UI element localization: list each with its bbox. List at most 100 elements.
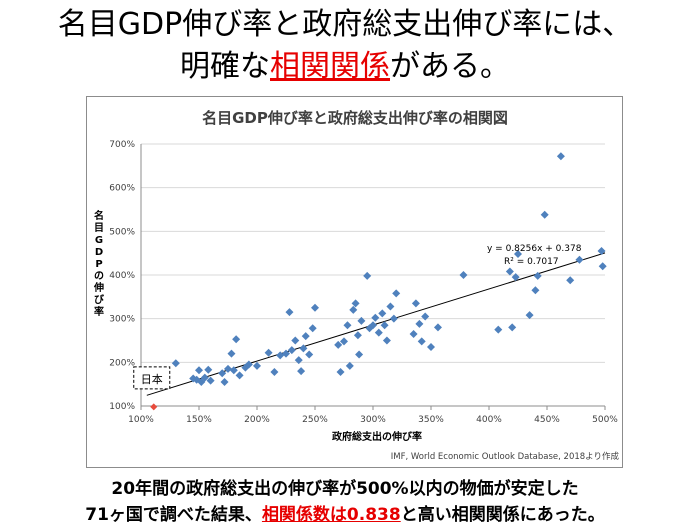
data-point	[311, 303, 319, 312]
data-point	[459, 271, 468, 279]
data-point	[253, 361, 261, 370]
data-point	[334, 340, 343, 349]
x-tick-label: 100%	[128, 415, 154, 425]
chart-frame: 名目GDP伸び率と政府総支出伸び率の相関図 100% 200% 300% 400% 500…	[86, 96, 623, 468]
data-point	[294, 356, 303, 365]
y-tick-label: 100%	[109, 402, 135, 412]
data-point	[540, 210, 549, 219]
data-point	[291, 336, 300, 345]
data-point	[369, 321, 377, 330]
data-point	[343, 321, 352, 330]
y-tick-label: 300%	[109, 315, 135, 325]
footer-prefix: 71ヶ国で調べた結果、	[85, 505, 262, 525]
data-point	[204, 365, 213, 374]
y-axis-label-char: D	[95, 247, 103, 258]
y-tick-label: 700%	[109, 140, 135, 150]
data-point	[514, 250, 522, 259]
x-tick-label: 500%	[592, 415, 618, 425]
data-point	[566, 276, 575, 285]
japan-callout-box	[133, 366, 171, 390]
data-point	[171, 359, 180, 368]
x-tick-label: 450%	[534, 415, 560, 425]
x-tick-label: 350%	[418, 415, 444, 425]
data-point	[244, 360, 253, 369]
data-point	[355, 350, 364, 359]
y-tick-label: 200%	[109, 358, 135, 368]
data-point	[392, 289, 401, 298]
footer-suffix: と高い相関関係にあった。	[400, 505, 605, 525]
data-point	[411, 299, 420, 308]
data-point	[218, 369, 227, 378]
data-point	[232, 335, 241, 344]
data-point	[389, 314, 398, 323]
japan-label: 日本	[141, 372, 163, 386]
y-axis-label-char: P	[95, 259, 102, 270]
x-tick-label: 150%	[186, 415, 212, 425]
source-note: IMF, World Economic Outlook Database, 20…	[391, 451, 620, 462]
data-point	[433, 323, 442, 332]
data-point	[525, 311, 534, 320]
data-point	[282, 349, 290, 358]
footer-line-2: 71ヶ国で調べた結果、相関係数は0.838と高い相関関係にあった。	[0, 503, 690, 527]
scatter-chart: 名目GDP伸び率と政府総支出伸び率の相関図 100% 200% 300% 400% 500…	[93, 109, 620, 462]
data-point	[195, 366, 203, 375]
x-tick-label: 200%	[244, 415, 270, 425]
data-point	[227, 349, 236, 358]
data-point	[287, 346, 296, 355]
data-point	[598, 262, 607, 271]
data-point	[235, 371, 244, 380]
data-point	[427, 343, 435, 352]
y-axis-label-char: G	[95, 235, 103, 246]
headline-prefix: 明確な	[180, 49, 270, 84]
data-point	[285, 308, 294, 317]
y-tick-label: 400%	[109, 271, 135, 281]
y-axis-label-char: 名	[94, 209, 104, 222]
data-point	[301, 332, 310, 341]
data-point	[382, 336, 391, 345]
data-point	[264, 348, 273, 357]
y-axis-label-char: の	[94, 271, 104, 282]
x-tick-label: 400%	[476, 415, 502, 425]
y-axis-label-char: び	[94, 293, 104, 306]
data-point	[200, 373, 209, 382]
y-axis-label-char: 率	[94, 305, 104, 318]
data-point	[363, 271, 372, 280]
data-point	[380, 321, 389, 330]
japan-point	[150, 403, 158, 411]
headline-line-1: 名目GDP伸び率と政府総支出伸び率には、	[57, 7, 633, 42]
y-axis-label-char: 伸	[93, 281, 104, 294]
data-point	[533, 271, 542, 280]
data-point	[353, 331, 362, 340]
x-axis-label: 政府総支出の伸び率	[332, 430, 422, 443]
data-point	[197, 377, 206, 386]
data-point	[357, 316, 366, 325]
data-point	[505, 267, 514, 276]
data-point	[270, 367, 279, 376]
data-point	[415, 319, 424, 328]
data-point	[371, 313, 380, 322]
data-point	[531, 286, 540, 295]
data-point	[417, 337, 426, 346]
data-point	[378, 309, 387, 318]
data-point	[206, 376, 215, 385]
data-point	[229, 366, 238, 375]
data-point	[575, 255, 584, 264]
data-point	[365, 324, 374, 333]
data-point	[511, 273, 520, 282]
data-point	[421, 312, 430, 321]
data-point	[351, 299, 360, 308]
headline-suffix: がある。	[390, 49, 510, 84]
chart-title: 名目GDP伸び率と政府総支出伸び率の相関図	[202, 109, 508, 127]
data-point	[374, 328, 383, 337]
data-point	[308, 324, 317, 333]
data-point	[305, 350, 314, 359]
y-axis-label-char: 目	[94, 222, 104, 234]
data-point	[556, 152, 565, 161]
x-tick-label: 300%	[360, 415, 386, 425]
data-point	[340, 337, 348, 346]
data-point	[224, 364, 232, 373]
regression-equation: y = 0.8256x + 0.378	[487, 244, 582, 254]
data-point	[386, 302, 395, 311]
data-point	[409, 329, 418, 338]
data-point	[345, 361, 354, 370]
